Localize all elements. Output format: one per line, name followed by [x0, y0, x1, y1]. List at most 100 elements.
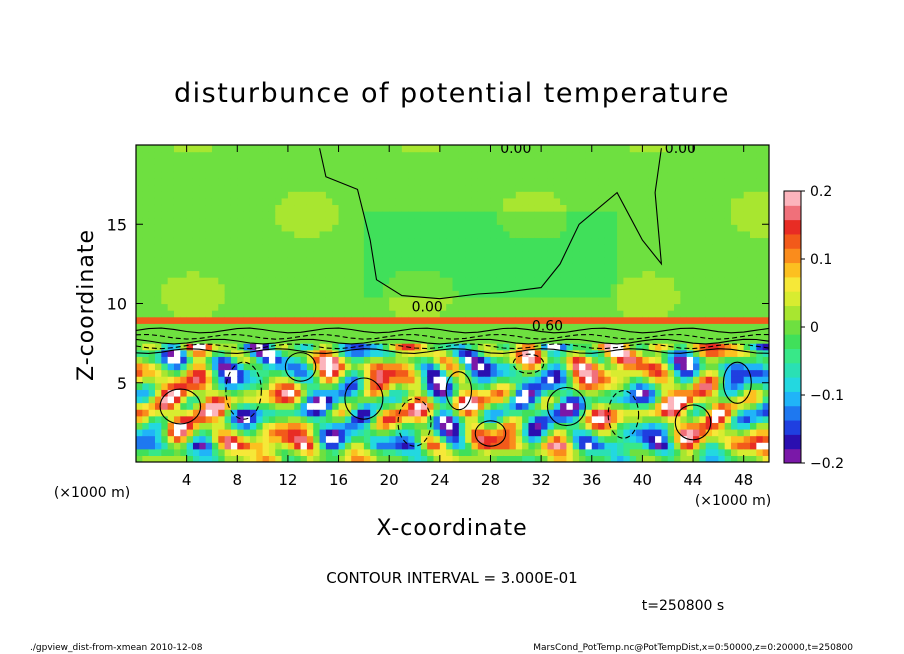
field-cell [268, 303, 276, 311]
field-cell [154, 197, 162, 206]
field-cell [446, 178, 454, 186]
field-cell [224, 402, 232, 410]
field-cell [572, 250, 580, 258]
field-cell [268, 283, 276, 291]
field-cell [642, 158, 650, 166]
field-cell [629, 316, 637, 324]
field-cell [648, 382, 656, 390]
field-cell [680, 244, 688, 252]
field-cell [458, 296, 466, 305]
field-cell [528, 250, 536, 258]
field-cell [623, 237, 631, 245]
field-cell [136, 376, 143, 384]
field-cell [351, 316, 359, 324]
field-cell [617, 303, 625, 311]
field-cell [458, 145, 466, 153]
field-cell [268, 323, 276, 331]
field-cell [446, 237, 454, 245]
field-cell [579, 296, 587, 305]
field-cell [275, 290, 283, 298]
field-cell [287, 237, 295, 245]
field-cell [509, 184, 517, 192]
field-cell [433, 204, 441, 212]
field-cell [731, 211, 738, 219]
field-cell [547, 244, 555, 252]
contour-label: 0.00 [500, 141, 531, 157]
field-cell [351, 376, 359, 384]
field-cell [674, 336, 681, 344]
field-cell [357, 310, 365, 318]
field-cell [294, 178, 302, 186]
field-cell [591, 283, 599, 291]
field-cell [325, 263, 333, 272]
field-cell [186, 296, 194, 305]
field-cell [686, 402, 694, 410]
field-cell [370, 164, 378, 173]
field-cell [693, 428, 700, 437]
field-cell [211, 428, 219, 437]
field-cell [382, 263, 390, 272]
field-cell [389, 197, 397, 206]
field-cell [332, 151, 340, 159]
field-cell [655, 422, 662, 430]
field-cell [680, 164, 688, 173]
field-cell [313, 244, 321, 252]
field-cell [705, 217, 713, 225]
field-cell [712, 263, 719, 272]
field-cell [389, 164, 397, 173]
field-cell [712, 323, 719, 331]
field-cell [680, 428, 688, 437]
field-cell [617, 184, 625, 192]
field-cell [471, 310, 479, 318]
field-cell [693, 310, 700, 318]
field-cell [142, 145, 150, 153]
field-cell [667, 356, 675, 364]
field-cell [712, 336, 719, 344]
x-tick-label: 20 [380, 471, 399, 489]
field-cell [667, 270, 675, 278]
field-cell [351, 382, 359, 390]
field-cell [249, 409, 257, 417]
field-cell [458, 230, 466, 239]
field-cell [325, 402, 333, 410]
field-cell [142, 448, 150, 456]
field-cell [452, 336, 460, 344]
field-cell [477, 455, 485, 462]
field-cell [446, 310, 454, 318]
field-cell [332, 316, 340, 324]
field-cell [300, 362, 308, 371]
field-cell [211, 270, 219, 278]
field-cell [427, 369, 435, 377]
field-cell [433, 158, 441, 166]
field-cell [680, 270, 688, 278]
field-cell [693, 197, 700, 206]
field-cell [566, 250, 574, 258]
field-cell [173, 316, 181, 324]
field-cell [357, 323, 365, 331]
field-cell [401, 409, 409, 417]
field-cell [332, 164, 340, 173]
field-cell [541, 277, 549, 285]
field-cell [395, 191, 403, 199]
field-cell [148, 164, 156, 173]
field-cell [579, 158, 587, 166]
field-cell [522, 389, 530, 397]
field-cell [256, 224, 264, 232]
field-cell [610, 283, 618, 291]
field-cell [401, 296, 409, 305]
field-cell [414, 448, 422, 456]
field-cell [142, 230, 150, 239]
field-cell [585, 171, 593, 179]
field-cell [496, 197, 504, 206]
field-cell [275, 323, 283, 331]
field-cell [680, 277, 688, 285]
field-cell [503, 448, 511, 456]
field-cell [553, 171, 561, 179]
field-cell [319, 277, 327, 285]
field-cell [452, 171, 460, 179]
field-cell [218, 402, 226, 410]
field-cell [161, 435, 169, 443]
field-cell [161, 171, 169, 179]
field-cell [724, 376, 732, 384]
field-cell [395, 329, 403, 338]
